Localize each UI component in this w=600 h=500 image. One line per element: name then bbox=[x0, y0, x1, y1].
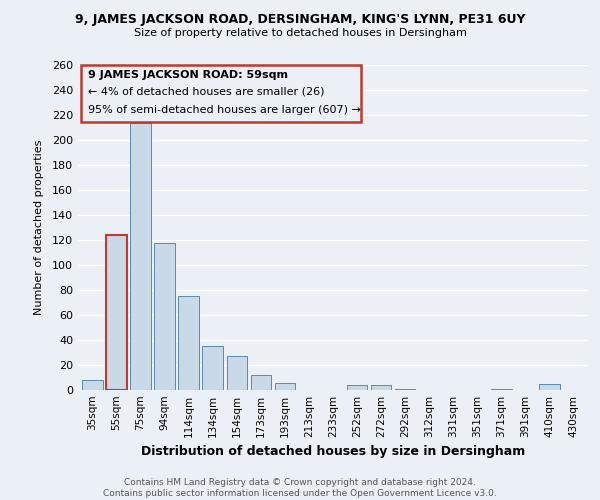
Text: Contains HM Land Registry data © Crown copyright and database right 2024.
Contai: Contains HM Land Registry data © Crown c… bbox=[103, 478, 497, 498]
Bar bbox=[227, 356, 247, 390]
Text: ← 4% of detached houses are smaller (26): ← 4% of detached houses are smaller (26) bbox=[88, 87, 325, 97]
Y-axis label: Number of detached properties: Number of detached properties bbox=[34, 140, 44, 315]
Bar bbox=[347, 385, 367, 390]
Bar bbox=[106, 235, 127, 390]
Text: 95% of semi-detached houses are larger (607) →: 95% of semi-detached houses are larger (… bbox=[88, 105, 361, 115]
FancyBboxPatch shape bbox=[80, 65, 361, 122]
Text: 9, JAMES JACKSON ROAD, DERSINGHAM, KING'S LYNN, PE31 6UY: 9, JAMES JACKSON ROAD, DERSINGHAM, KING'… bbox=[75, 12, 525, 26]
Bar bbox=[275, 382, 295, 390]
Bar bbox=[202, 346, 223, 390]
Bar bbox=[82, 380, 103, 390]
Bar bbox=[395, 389, 415, 390]
Bar bbox=[251, 375, 271, 390]
Bar bbox=[371, 385, 391, 390]
Bar bbox=[154, 242, 175, 390]
Bar bbox=[539, 384, 560, 390]
Bar bbox=[491, 389, 512, 390]
Bar bbox=[178, 296, 199, 390]
Text: Size of property relative to detached houses in Dersingham: Size of property relative to detached ho… bbox=[134, 28, 466, 38]
Text: 9 JAMES JACKSON ROAD: 59sqm: 9 JAMES JACKSON ROAD: 59sqm bbox=[88, 70, 288, 80]
X-axis label: Distribution of detached houses by size in Dersingham: Distribution of detached houses by size … bbox=[141, 446, 525, 458]
Bar bbox=[130, 122, 151, 390]
